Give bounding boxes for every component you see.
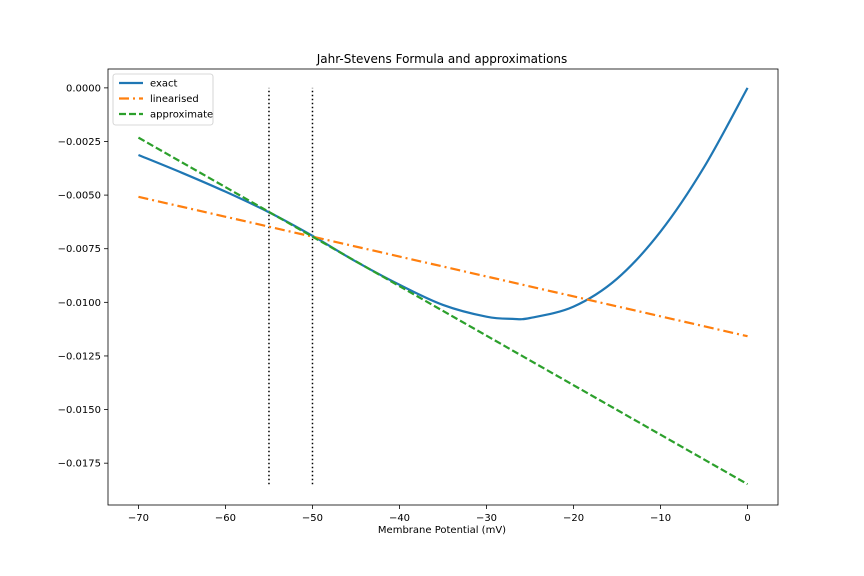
- y-tick-label: −0.0050: [58, 191, 101, 202]
- axes-frame: [107, 68, 779, 506]
- x-tick-label: −30: [476, 513, 497, 524]
- y-tick-label: −0.0125: [58, 351, 101, 362]
- axes-background: [108, 69, 778, 505]
- y-tick-label: 0.0000: [66, 83, 101, 94]
- x-tick-label: −50: [302, 513, 323, 524]
- x-tick-label: 0: [744, 513, 750, 524]
- x-tick-label: −60: [215, 513, 236, 524]
- y-tick-label: −0.0150: [58, 405, 101, 416]
- legend-label-approximate: approximate: [150, 110, 213, 121]
- legend-label-linearised: linearised: [150, 94, 199, 105]
- y-tick-label: −0.0075: [58, 244, 101, 255]
- series-line-approximate: [137, 136, 749, 486]
- plot-area: −70 −60 −50 −40 −30 −20 −10 0 0.0000 −0.0025 −0.00…: [58, 68, 779, 524]
- x-tick-label: −70: [128, 513, 149, 524]
- x-tick-label: −20: [563, 513, 584, 524]
- legend-label-exact: exact: [150, 79, 178, 90]
- x-tick-label: −10: [650, 513, 671, 524]
- chart-title: Jahr-Stevens Formula and approximations: [316, 52, 568, 66]
- series-group: [137, 87, 749, 486]
- y-tick-label: −0.0100: [58, 298, 101, 309]
- x-tick-label: −40: [389, 513, 410, 524]
- legend: exact linearised approximate: [112, 73, 214, 126]
- series-line-linearised: [138, 195, 748, 338]
- series-line-exact: [138, 87, 749, 321]
- y-tick-label: −0.0175: [58, 459, 101, 470]
- y-tick-label: −0.0025: [58, 137, 101, 148]
- x-axis-label: Membrane Potential (mV): [378, 525, 506, 536]
- legend-box: [112, 73, 214, 126]
